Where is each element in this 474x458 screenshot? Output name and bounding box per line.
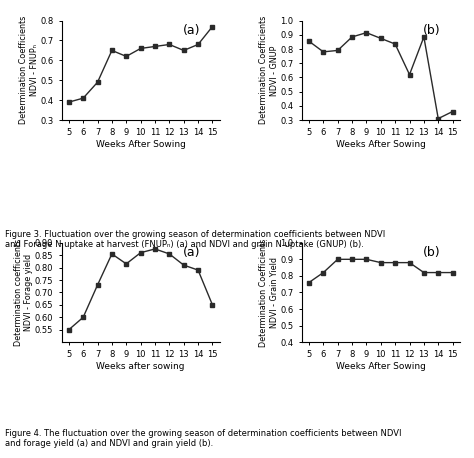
X-axis label: Weeks After Sowing: Weeks After Sowing	[336, 362, 426, 371]
Y-axis label: Determination coefficients
NDVI - Forage yield: Determination coefficients NDVI - Forage…	[14, 239, 33, 346]
Text: Figure 3. Fluctuation over the growing season of determination coefficients betw: Figure 3. Fluctuation over the growing s…	[5, 230, 385, 249]
Y-axis label: Determination Coefficients
NDVI - GNUP: Determination Coefficients NDVI - GNUP	[259, 16, 279, 125]
Text: (a): (a)	[182, 246, 200, 259]
Text: (b): (b)	[422, 24, 440, 37]
Text: Figure 4. The fluctuation over the growing season of determination coefficients : Figure 4. The fluctuation over the growi…	[5, 429, 401, 448]
Text: (a): (a)	[182, 24, 200, 37]
Y-axis label: Determination Coefficients
NDVI - Grain Yield: Determination Coefficients NDVI - Grain …	[259, 238, 279, 347]
Text: (b): (b)	[422, 246, 440, 259]
X-axis label: Weeks After Sowing: Weeks After Sowing	[336, 140, 426, 149]
Y-axis label: Determination Coefficients
NDVI - FNUPₙ: Determination Coefficients NDVI - FNUPₙ	[19, 16, 39, 125]
X-axis label: Weeks After Sowing: Weeks After Sowing	[96, 140, 185, 149]
X-axis label: Weeks after sowing: Weeks after sowing	[96, 362, 185, 371]
